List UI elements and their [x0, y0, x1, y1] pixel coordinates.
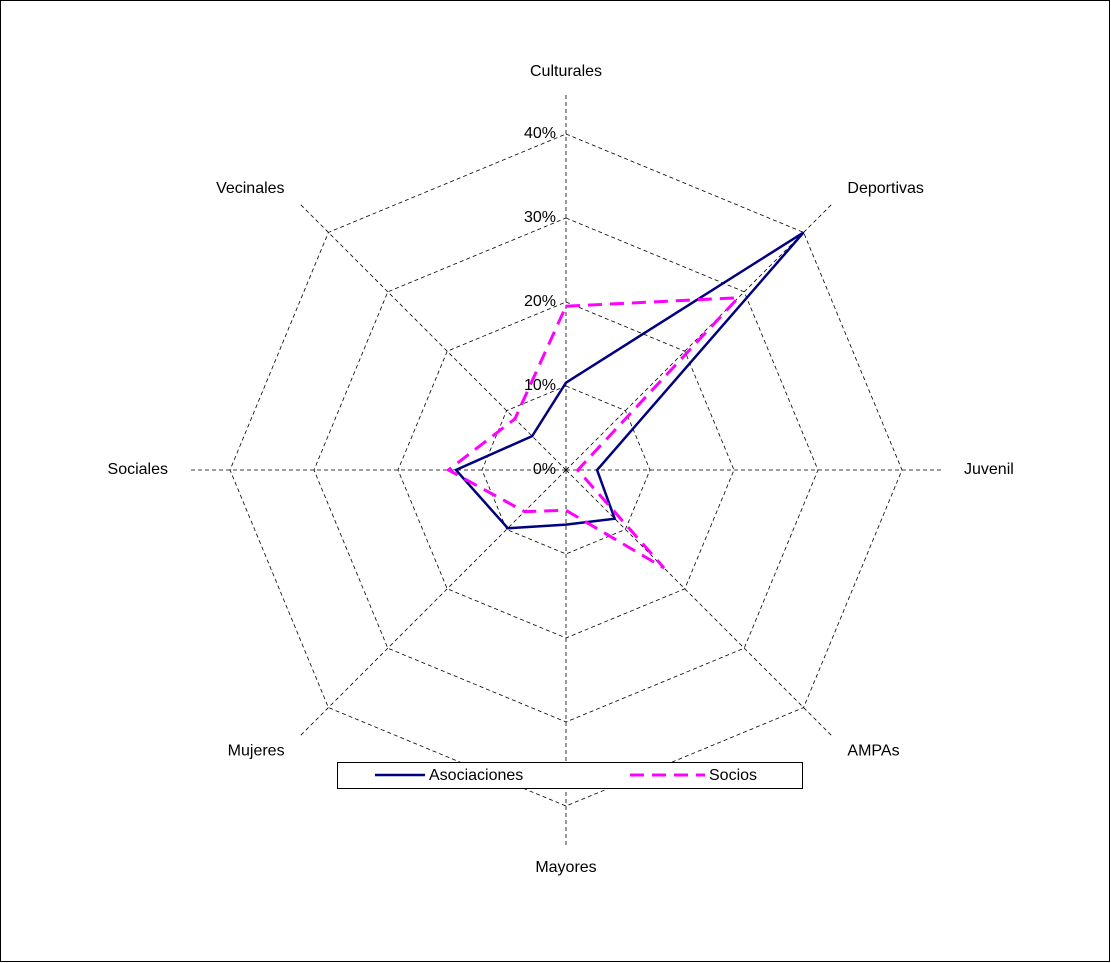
- category-label: Mujeres: [228, 743, 285, 760]
- r-tick-label: 30%: [524, 209, 556, 226]
- category-label: Sociales: [108, 461, 168, 478]
- series-line: [445, 296, 742, 570]
- category-label: Juvenil: [964, 461, 1014, 478]
- category-label: Vecinales: [216, 180, 285, 197]
- r-tick-label: 40%: [524, 125, 556, 142]
- legend-label: Asociaciones: [429, 767, 523, 784]
- category-label: Mayores: [535, 859, 596, 876]
- category-label: Deportivas: [847, 180, 923, 197]
- legend-label: Socios: [709, 767, 757, 784]
- category-label: Culturales: [530, 63, 602, 80]
- category-label: AMPAs: [847, 743, 899, 760]
- r-tick-label: 10%: [524, 377, 556, 394]
- series-line: [453, 231, 805, 530]
- r-tick-label: 20%: [524, 293, 556, 310]
